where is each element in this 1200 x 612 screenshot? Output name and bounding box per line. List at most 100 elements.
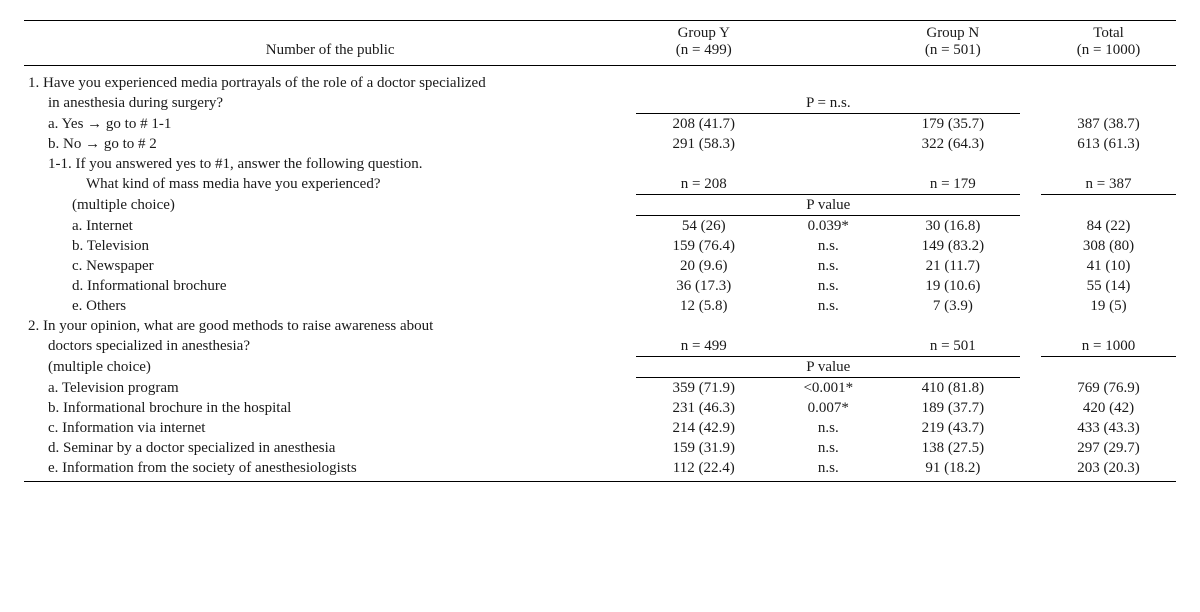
q1_1-c-pv: n.s. bbox=[771, 256, 885, 276]
q2-b-gy: 231 (46.3) bbox=[636, 398, 771, 418]
q2-mult: (multiple choice) bbox=[24, 357, 636, 378]
q1-b-gy: 291 (58.3) bbox=[636, 134, 771, 154]
q1-a-gy: 208 (41.7) bbox=[636, 114, 771, 135]
q1-p-ns: P = n.s. bbox=[636, 93, 1020, 114]
q1_1-d-pv: n.s. bbox=[771, 276, 885, 296]
q2-a-gy: 359 (71.9) bbox=[636, 378, 771, 399]
q1-a-label: a. Yes → go to # 1-1 bbox=[24, 114, 636, 135]
q2-e-gn: 91 (18.2) bbox=[885, 458, 1020, 481]
q1_1-d-gn: 19 (10.6) bbox=[885, 276, 1020, 296]
q1_1-a-row: a. Internet 54 (26) 0.039* 30 (16.8) 84 … bbox=[24, 216, 1176, 237]
q1_1-line2-row: What kind of mass media have you experie… bbox=[24, 174, 1176, 195]
q1_1-line2: What kind of mass media have you experie… bbox=[24, 174, 636, 195]
header-groupY-title: Group Y bbox=[678, 25, 730, 41]
header-total-title: Total bbox=[1093, 25, 1124, 41]
q2-e-row: e. Information from the society of anest… bbox=[24, 458, 1176, 481]
q2-a-row: a. Television program 359 (71.9) <0.001*… bbox=[24, 378, 1176, 399]
q1_1-a-tot: 84 (22) bbox=[1041, 216, 1176, 237]
q1_1-c-gy: 20 (9.6) bbox=[636, 256, 771, 276]
q2-b-gn: 189 (37.7) bbox=[885, 398, 1020, 418]
q1_1-n-gn: n = 179 bbox=[885, 174, 1020, 195]
q2-e-tot: 203 (20.3) bbox=[1041, 458, 1176, 481]
q2-b-pv: 0.007* bbox=[771, 398, 885, 418]
header-total-n: (n = 1000) bbox=[1077, 42, 1140, 58]
q1_1-b-tot: 308 (80) bbox=[1041, 236, 1176, 256]
q2-a-label: a. Television program bbox=[24, 378, 636, 399]
q1-line1-row: 1. Have you experienced media portrayals… bbox=[24, 73, 1176, 93]
header-rowlabel: Number of the public bbox=[24, 21, 636, 66]
q1_1-b-gn: 149 (83.2) bbox=[885, 236, 1020, 256]
q1_1-b-row: b. Television 159 (76.4) n.s. 149 (83.2)… bbox=[24, 236, 1176, 256]
q2-b-label: b. Informational brochure in the hospita… bbox=[24, 398, 636, 418]
q1_1-c-gn: 21 (11.7) bbox=[885, 256, 1020, 276]
q2-b-row: b. Informational brochure in the hospita… bbox=[24, 398, 1176, 418]
q1-line2: in anesthesia during surgery? bbox=[24, 93, 636, 114]
q1_1-d-label: d. Informational brochure bbox=[24, 276, 636, 296]
q1_1-a-gy: 54 (26) bbox=[636, 216, 771, 237]
q2-d-tot: 297 (29.7) bbox=[1041, 438, 1176, 458]
q1_1-line1-row: 1-1. If you answered yes to #1, answer t… bbox=[24, 154, 1176, 174]
q2-a-tot: 769 (76.9) bbox=[1041, 378, 1176, 399]
q2-mult-row: (multiple choice) P value bbox=[24, 357, 1176, 378]
q1_1-c-label: c. Newspaper bbox=[24, 256, 636, 276]
q2-d-row: d. Seminar by a doctor specialized in an… bbox=[24, 438, 1176, 458]
header-groupN-n: (n = 501) bbox=[925, 42, 981, 58]
q2-line2-row: doctors specialized in anesthesia? n = 4… bbox=[24, 336, 1176, 357]
q1_1-e-tot: 19 (5) bbox=[1041, 296, 1176, 316]
q2-d-pv: n.s. bbox=[771, 438, 885, 458]
q1_1-n-gy: n = 208 bbox=[636, 174, 771, 195]
q1-line2-row: in anesthesia during surgery? P = n.s. bbox=[24, 93, 1176, 114]
q1-line1: 1. Have you experienced media portrayals… bbox=[24, 73, 636, 93]
q2-c-pv: n.s. bbox=[771, 418, 885, 438]
header-groupY-n: (n = 499) bbox=[676, 42, 732, 58]
q1_1-e-gn: 7 (3.9) bbox=[885, 296, 1020, 316]
q2-n-gy: n = 499 bbox=[636, 336, 771, 357]
q2-d-gn: 138 (27.5) bbox=[885, 438, 1020, 458]
q1_1-d-row: d. Informational brochure 36 (17.3) n.s.… bbox=[24, 276, 1176, 296]
q1_1-e-pv: n.s. bbox=[771, 296, 885, 316]
q1_1-mult: (multiple choice) bbox=[24, 195, 636, 216]
header-groupY: Group Y (n = 499) bbox=[636, 21, 771, 66]
q1-b-gn: 322 (64.3) bbox=[885, 134, 1020, 154]
q1_1-d-gy: 36 (17.3) bbox=[636, 276, 771, 296]
q2-e-gy: 112 (22.4) bbox=[636, 458, 771, 481]
q1-a-row: a. Yes → go to # 1-1 208 (41.7) 179 (35.… bbox=[24, 114, 1176, 135]
q1_1-a-label: a. Internet bbox=[24, 216, 636, 237]
q1_1-pvalue-label: P value bbox=[636, 195, 1020, 216]
q2-c-label: c. Information via internet bbox=[24, 418, 636, 438]
q2-line2: doctors specialized in anesthesia? bbox=[24, 336, 636, 357]
q1_1-b-pv: n.s. bbox=[771, 236, 885, 256]
q1_1-line1: 1-1. If you answered yes to #1, answer t… bbox=[24, 154, 636, 174]
q1_1-n-tot: n = 387 bbox=[1041, 174, 1176, 195]
q1-b-tot: 613 (61.3) bbox=[1041, 134, 1176, 154]
q1_1-e-label: e. Others bbox=[24, 296, 636, 316]
q2-b-tot: 420 (42) bbox=[1041, 398, 1176, 418]
q1_1-b-gy: 159 (76.4) bbox=[636, 236, 771, 256]
q1_1-a-pv: 0.039* bbox=[771, 216, 885, 237]
q1_1-d-tot: 55 (14) bbox=[1041, 276, 1176, 296]
q2-n-tot: n = 1000 bbox=[1041, 336, 1176, 357]
q2-n-gn: n = 501 bbox=[885, 336, 1020, 357]
q1-b-label: b. No → go to # 2 bbox=[24, 134, 636, 154]
q1_1-e-row: e. Others 12 (5.8) n.s. 7 (3.9) 19 (5) bbox=[24, 296, 1176, 316]
q1_1-b-label: b. Television bbox=[24, 236, 636, 256]
q2-c-gy: 214 (42.9) bbox=[636, 418, 771, 438]
survey-table: Number of the public Group Y (n = 499) G… bbox=[24, 20, 1176, 482]
q2-d-label: d. Seminar by a doctor specialized in an… bbox=[24, 438, 636, 458]
header-groupN: Group N (n = 501) bbox=[885, 21, 1020, 66]
q1_1-c-tot: 41 (10) bbox=[1041, 256, 1176, 276]
q1-a-gn: 179 (35.7) bbox=[885, 114, 1020, 135]
header-groupN-title: Group N bbox=[926, 25, 979, 41]
q2-line1-row: 2. In your opinion, what are good method… bbox=[24, 316, 1176, 336]
q2-pvalue-label: P value bbox=[636, 357, 1020, 378]
q2-c-gn: 219 (43.7) bbox=[885, 418, 1020, 438]
q1-a-tot: 387 (38.7) bbox=[1041, 114, 1176, 135]
q2-c-tot: 433 (43.3) bbox=[1041, 418, 1176, 438]
q1_1-mult-row: (multiple choice) P value bbox=[24, 195, 1176, 216]
q2-c-row: c. Information via internet 214 (42.9) n… bbox=[24, 418, 1176, 438]
q1-b-row: b. No → go to # 2 291 (58.3) 322 (64.3) … bbox=[24, 134, 1176, 154]
q1_1-a-gn: 30 (16.8) bbox=[885, 216, 1020, 237]
q1_1-c-row: c. Newspaper 20 (9.6) n.s. 21 (11.7) 41 … bbox=[24, 256, 1176, 276]
header-total: Total (n = 1000) bbox=[1041, 21, 1176, 66]
q2-d-gy: 159 (31.9) bbox=[636, 438, 771, 458]
